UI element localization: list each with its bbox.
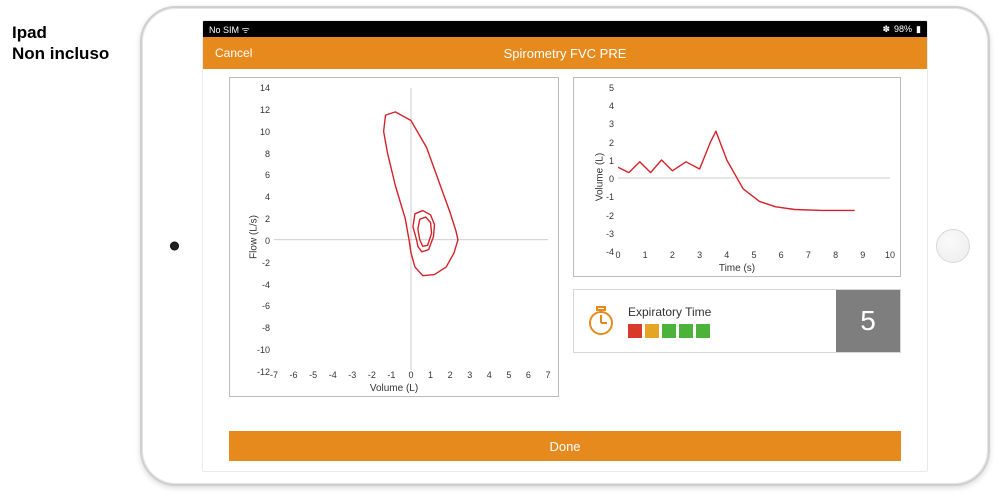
flow-volume-chart: Flow (L/s) -12-10-8-6-4-202468101214 -7-… (229, 77, 559, 397)
quality-square (679, 324, 693, 338)
flow-chart-y-ticks: -12-10-8-6-4-202468101214 (246, 88, 272, 372)
quality-square (696, 324, 710, 338)
metric-value: 5 (836, 290, 900, 352)
volume-chart-y-ticks: -4-3-2-1012345 (590, 88, 616, 252)
metric-title: Expiratory Time (628, 305, 836, 319)
volume-chart-x-label: Time (s) (719, 263, 755, 274)
left-column: Flow (L/s) -12-10-8-6-4-202468101214 -7-… (229, 77, 559, 423)
right-column: Volume (L) -4-3-2-1012345 012345678910 T… (573, 77, 901, 423)
stopwatch-icon (574, 290, 628, 352)
page-title: Spirometry FVC PRE (504, 46, 627, 61)
battery-icon: ▮ (916, 24, 921, 35)
ipad-screen: No SIM ᯤ ✽ 98% ▮ Cancel Spirometry FVC P… (202, 20, 928, 472)
quality-square (628, 324, 642, 338)
side-caption: Ipad Non incluso (12, 22, 109, 65)
content-area: Flow (L/s) -12-10-8-6-4-202468101214 -7-… (203, 69, 927, 431)
status-right: ✽ 98% ▮ (882, 24, 921, 35)
volume-chart-plot (618, 88, 890, 250)
status-bar: No SIM ᯤ ✽ 98% ▮ (203, 21, 927, 37)
status-left: No SIM ᯤ (209, 23, 250, 36)
volume-time-chart: Volume (L) -4-3-2-1012345 012345678910 T… (573, 77, 901, 277)
bluetooth-icon: ✽ (882, 24, 890, 35)
done-label: Done (549, 439, 580, 454)
ipad-home-button[interactable] (936, 229, 970, 263)
quality-square (645, 324, 659, 338)
flow-chart-x-ticks: -7-6-5-4-3-2-101234567 (274, 370, 548, 382)
flow-chart-plot (274, 88, 548, 370)
ipad-camera (170, 242, 179, 251)
metric-body: Expiratory Time (628, 290, 836, 352)
side-caption-line2: Non incluso (12, 43, 109, 64)
flow-chart-x-label: Volume (L) (370, 383, 418, 394)
quality-square (662, 324, 676, 338)
expiratory-time-card: Expiratory Time 5 (573, 289, 901, 353)
ipad-device-frame: No SIM ᯤ ✽ 98% ▮ Cancel Spirometry FVC P… (140, 6, 990, 486)
battery-percent: 98% (894, 24, 912, 34)
done-button[interactable]: Done (229, 431, 901, 461)
volume-chart-x-ticks: 012345678910 (618, 250, 890, 262)
quality-indicator-squares (628, 324, 836, 338)
side-caption-line1: Ipad (12, 22, 109, 43)
cancel-button[interactable]: Cancel (215, 46, 252, 60)
nav-bar: Cancel Spirometry FVC PRE (203, 37, 927, 69)
